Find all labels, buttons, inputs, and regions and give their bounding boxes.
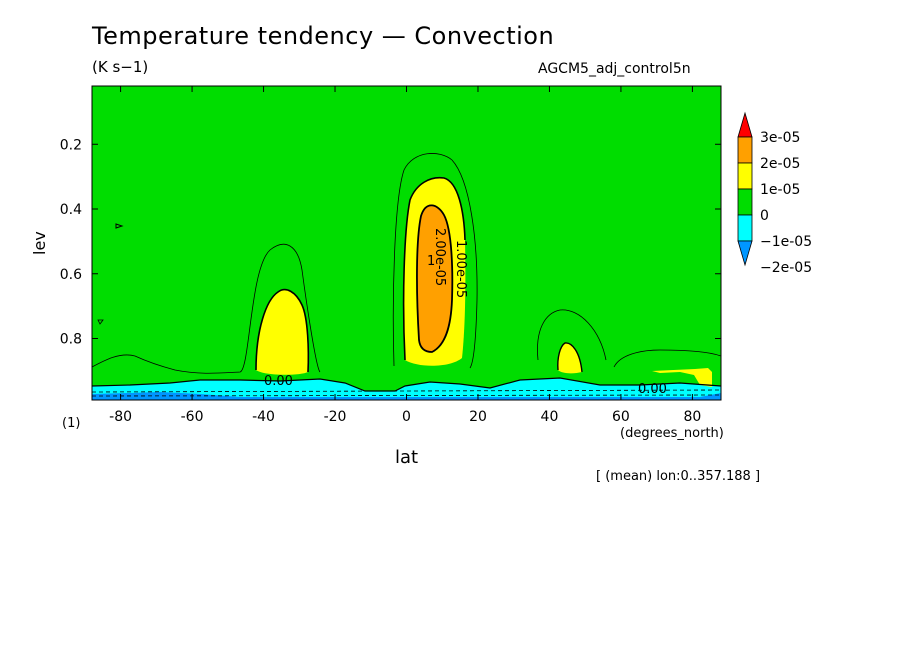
y-tick-label: 0.4 bbox=[60, 202, 82, 218]
y-tick-label: 0.2 bbox=[60, 137, 82, 153]
contour-label-group: 1.00e-05 2.00e-051 0.00 0.00 bbox=[264, 228, 667, 397]
near-surface-negative-region bbox=[92, 378, 721, 400]
x-tick-label: -60 bbox=[181, 409, 204, 425]
contour-label: 1.00e-05 bbox=[453, 240, 468, 298]
colorbar-label: −1e-05 bbox=[760, 234, 812, 250]
colorbar-label: −2e-05 bbox=[760, 260, 812, 276]
x-tick-label: -20 bbox=[324, 409, 347, 425]
contour-line-1e-05-south bbox=[255, 288, 310, 373]
colorbar: 3e-05 2e-05 1e-05 0 −1e-05 −2e-05 bbox=[737, 111, 812, 276]
contour-line-1e-05-north bbox=[557, 342, 583, 373]
colorbar-label: 3e-05 bbox=[760, 130, 800, 146]
x-tick-label: 20 bbox=[469, 409, 487, 425]
x-tick-label: 40 bbox=[541, 409, 559, 425]
colorbar-label: 1e-05 bbox=[760, 182, 800, 198]
colorbar-band-max bbox=[737, 111, 753, 138]
colorbar-label: 2e-05 bbox=[760, 156, 800, 172]
contour-line-small-south-feature bbox=[115, 223, 124, 229]
contour-lines bbox=[92, 153, 721, 397]
x-tick-label: 60 bbox=[612, 409, 630, 425]
x-tick-label: -80 bbox=[109, 409, 132, 425]
contour-line-1e-06-south bbox=[92, 244, 321, 374]
colorbar-band-min bbox=[737, 240, 753, 267]
contour-line-1e-06-pole bbox=[613, 349, 721, 368]
contour-line-2e-05-tropics bbox=[416, 204, 454, 353]
contour-line-1e-05-tropics bbox=[402, 176, 466, 361]
contour-line-zero bbox=[92, 377, 721, 392]
dataset-label: AGCM5_adj_control5n bbox=[538, 61, 691, 77]
colorbar-band bbox=[737, 214, 753, 242]
footer-note: [ (mean) lon:0..357.188 ] bbox=[596, 469, 761, 484]
colorbar-band bbox=[737, 188, 753, 216]
contour-line-small-marker bbox=[97, 319, 104, 325]
contour-label: 0.00 bbox=[264, 374, 293, 389]
surface-strong-negative-region bbox=[92, 392, 721, 400]
contour-line-1e-06-north bbox=[537, 309, 607, 361]
colorbar-band bbox=[737, 162, 753, 190]
x-axis-units: (degrees_north) bbox=[620, 426, 724, 441]
x-axis-ticks: -80 -60 -40 -20 0 20 40 60 80 bbox=[109, 86, 701, 425]
x-tick-label: 80 bbox=[683, 409, 701, 425]
contour-fills bbox=[92, 86, 721, 400]
southern-midlat-positive-region bbox=[256, 289, 309, 375]
contour-line-1e-06-tropics bbox=[392, 153, 478, 369]
x-tick-label: -40 bbox=[252, 409, 275, 425]
contour-label: 2.00e-05 bbox=[432, 228, 447, 286]
x-axis-label: lat bbox=[395, 447, 419, 468]
chart-title: Temperature tendency — Convection bbox=[92, 22, 555, 50]
contour-label: 1 bbox=[427, 254, 435, 269]
y-axis-ticks: 0.2 0.4 0.6 0.8 bbox=[60, 137, 721, 347]
panel-label: (1) bbox=[62, 416, 81, 431]
polar-positive-patch bbox=[652, 368, 712, 387]
tropical-maximum-region bbox=[416, 205, 453, 352]
y-tick-label: 0.6 bbox=[60, 267, 82, 283]
x-tick-label: 0 bbox=[402, 409, 411, 425]
colorbar-band bbox=[737, 136, 753, 164]
northern-midlat-positive-region bbox=[557, 342, 582, 374]
y-tick-label: 0.8 bbox=[60, 331, 82, 347]
colorbar-label: 0 bbox=[760, 208, 769, 224]
contour-label: 0.00 bbox=[638, 382, 667, 397]
chart-units: (K s−1) bbox=[92, 58, 149, 76]
